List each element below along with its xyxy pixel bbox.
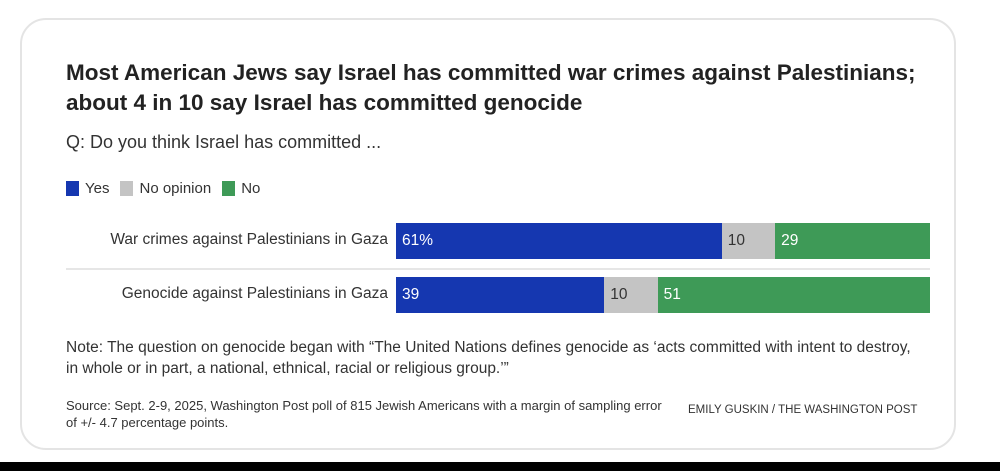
bar-segment-no-opinion: 10 [604,277,658,313]
chart-card [20,18,956,450]
legend-swatch-2 [222,181,236,196]
legend: Yes No opinion No [66,180,271,197]
bar-segment-yes: 61% [396,223,722,259]
source: Source: Sept. 2-9, 2025, Washington Post… [66,398,662,430]
legend-label: No [241,180,261,197]
legend-label: Yes [85,180,110,197]
credit: EMILY GUSKIN / THE WASHINGTON POST [688,404,918,416]
legend-swatch-1 [120,181,134,196]
legend-label: No opinion [139,180,212,197]
bar-segment-no-opinion: 10 [721,223,776,259]
category-label: Genocide against Palestinians in Gaza [121,285,388,302]
legend-swatch-0 [66,181,79,196]
chart-title: Most American Jews say Israel has commit… [66,60,916,115]
chart-subtitle: Q: Do you think Israel has committed ... [66,132,382,152]
row-divider [66,268,930,270]
note: Note: The question on genocide began wit… [66,339,911,377]
category-label: War crimes against Palestinians in Gaza [110,231,388,248]
bar-segment-no: 29 [775,223,930,259]
bar-segment-yes: 39 [396,277,605,313]
bottom-bar [0,462,1000,471]
bar-segment-no: 51 [657,277,930,313]
